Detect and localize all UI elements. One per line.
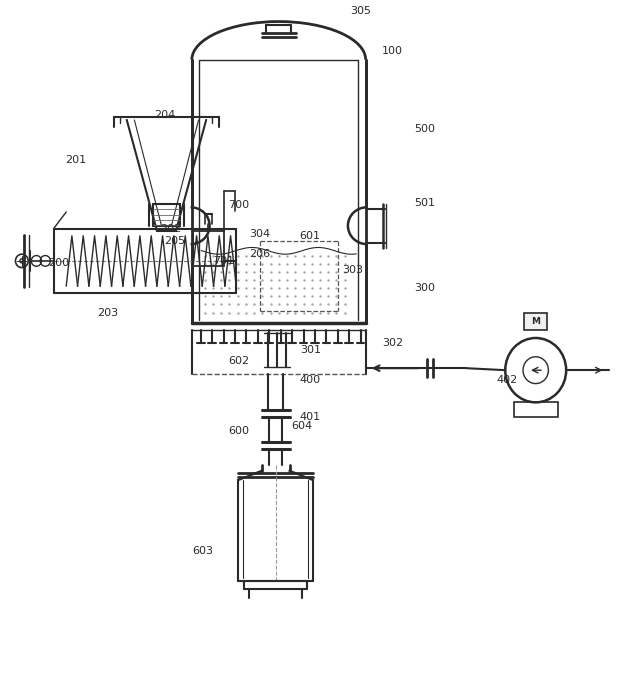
Text: 203: 203 [97,308,118,318]
Text: 402: 402 [497,375,518,385]
Text: 600: 600 [228,425,249,435]
Text: 603: 603 [192,546,213,556]
Text: 201: 201 [65,155,86,166]
Text: 303: 303 [342,264,364,274]
Text: 701: 701 [213,256,234,266]
Text: 302: 302 [382,339,403,348]
Text: 200: 200 [49,258,70,268]
Text: 301: 301 [300,345,321,355]
Text: 100: 100 [382,46,403,56]
Text: 401: 401 [300,412,321,422]
Text: 300: 300 [414,283,435,293]
Text: 501: 501 [414,197,435,208]
Text: 305: 305 [351,6,371,16]
Text: 400: 400 [300,375,321,385]
Text: 700: 700 [228,200,249,210]
Bar [152,204,180,226]
Text: 604: 604 [291,422,312,431]
Text: M: M [531,317,540,326]
Text: 204: 204 [154,110,175,120]
Text: 206: 206 [249,249,270,259]
Text: 202: 202 [160,224,181,235]
Text: 205: 205 [164,236,186,246]
Bar [524,312,547,330]
Text: 500: 500 [414,124,435,134]
Bar [193,231,223,266]
Text: 304: 304 [249,229,270,239]
Bar [513,402,558,417]
Text: 602: 602 [228,356,249,366]
Text: 601: 601 [300,231,321,241]
